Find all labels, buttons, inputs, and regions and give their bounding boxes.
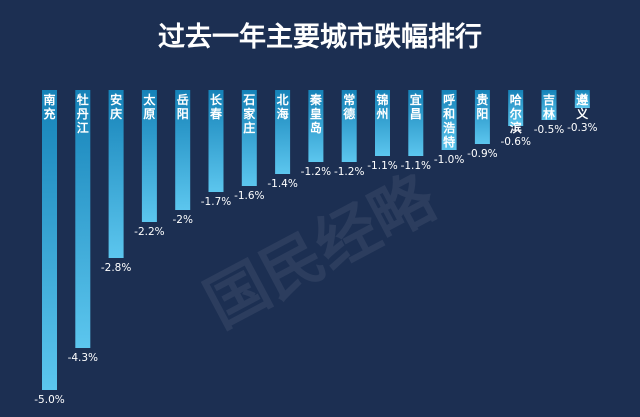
bar-17 [574,90,590,108]
category-label-12-char-1: 宜 [410,92,422,107]
category-label-7-char-2: 家 [243,106,256,121]
value-label-4: -2.2% [134,226,164,238]
category-label-15-char-3: 滨 [510,120,522,135]
bar-13 [441,90,457,150]
bar-12 [408,90,424,156]
category-label-17-char-2: 义 [575,106,589,121]
bar-15 [508,90,524,126]
value-label-10: -1.2% [334,166,364,178]
category-label-17-char-1: 遵 [576,92,589,107]
value-label-15: -0.6% [500,136,530,148]
value-label-13: -1.0% [434,154,464,166]
category-label-15-char-2: 尔 [510,106,522,121]
category-label-16-char-2: 林 [543,106,555,121]
category-label-6-char-2: 春 [209,106,223,121]
category-label-9-char-2: 皇 [310,106,322,121]
category-label-1-char-2: 充 [43,106,55,121]
category-label-13-char-3: 浩 [443,120,455,135]
category-label-10-char-2: 德 [343,106,355,121]
value-label-5: -2% [172,214,192,226]
bar-7 [241,90,257,186]
category-label-16-char-1: 吉 [543,92,555,107]
bar-6 [208,90,224,192]
category-label-13-char-1: 呼 [443,92,455,107]
category-label-4-char-2: 原 [143,107,155,121]
category-label-5-char-1: 岳 [177,92,189,107]
bar-14 [474,90,490,144]
value-label-14: -0.9% [467,148,497,160]
value-label-7: -1.6% [234,190,264,202]
category-label-10-char-1: 常 [343,92,355,107]
category-label-2-char-1: 牡 [77,92,89,107]
bar-8 [275,90,291,174]
category-label-11-char-1: 锦 [376,92,388,107]
category-label-2-char-2: 丹 [77,107,89,121]
category-label-4-char-1: 太 [143,92,156,107]
value-label-17: -0.3% [567,122,597,134]
value-label-8: -1.4% [267,178,297,190]
chart-title: 过去一年主要城市跌幅排行 [158,21,482,53]
value-label-3: -2.8% [101,262,131,274]
category-label-5-char-2: 阳 [177,106,189,121]
category-label-7-char-1: 石 [242,93,255,107]
value-label-2: -4.3% [68,352,98,364]
value-label-1: -5.0% [34,394,64,406]
bar-16 [541,90,557,120]
category-label-11-char-2: 州 [375,107,388,121]
value-label-6: -1.7% [201,196,231,208]
bar-9 [308,90,324,162]
category-label-1-char-1: 南 [43,92,55,107]
bar-3 [108,90,124,258]
bar-2 [75,90,91,348]
value-label-11: -1.1% [367,160,397,172]
bar-4 [141,90,157,222]
category-label-15-char-1: 哈 [510,92,522,107]
bar-11 [375,90,390,156]
category-label-2-char-3: 江 [77,120,89,135]
value-label-9: -1.2% [301,166,331,178]
watermark-text: 国民经略 [193,160,447,341]
bar-5 [175,90,191,210]
category-label-8-char-1: 北 [277,92,289,107]
bar-10 [341,90,357,162]
category-label-14-char-2: 阳 [476,106,488,121]
category-label-7-char-3: 庄 [243,120,255,135]
category-label-6-char-1: 长 [210,92,223,107]
category-label-8-char-2: 海 [277,106,289,121]
category-label-13-char-4: 特 [443,134,455,149]
category-label-12-char-2: 昌 [410,107,422,121]
category-label-9-char-3: 岛 [310,120,322,135]
bars-group: 南充-5.0%牡丹江-4.3%安庆-2.8%太原-2.2%岳阳-2%长春-1.7… [34,90,598,406]
value-label-16: -0.5% [534,124,564,136]
bar-1 [42,90,57,390]
category-label-3-char-2: 庆 [109,106,122,121]
category-label-13-char-2: 和 [442,106,455,121]
category-label-3-char-1: 安 [110,92,122,107]
category-label-14-char-1: 贵 [476,92,488,107]
value-label-12: -1.1% [401,160,431,172]
category-label-9-char-1: 秦 [309,92,322,107]
